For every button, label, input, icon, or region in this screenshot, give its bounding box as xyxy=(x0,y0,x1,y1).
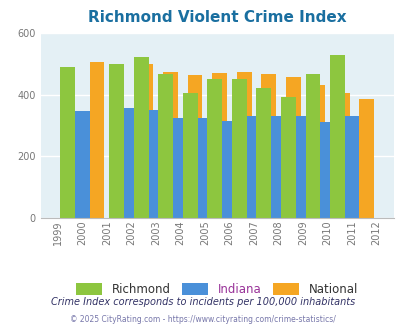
Legend: Richmond, Indiana, National: Richmond, Indiana, National xyxy=(76,283,357,296)
Title: Richmond Violent Crime Index: Richmond Violent Crime Index xyxy=(87,10,346,25)
Bar xyxy=(173,118,187,218)
Bar xyxy=(134,57,148,218)
Bar xyxy=(358,99,373,218)
Bar xyxy=(124,108,139,218)
Bar xyxy=(158,74,173,218)
Bar xyxy=(75,111,90,218)
Bar xyxy=(285,77,300,218)
Bar xyxy=(231,79,246,218)
Bar xyxy=(295,116,310,218)
Bar xyxy=(60,67,75,218)
Bar xyxy=(236,72,251,218)
Bar xyxy=(310,85,324,218)
Text: Crime Index corresponds to incidents per 100,000 inhabitants: Crime Index corresponds to incidents per… xyxy=(51,297,354,307)
Bar xyxy=(320,122,334,218)
Bar xyxy=(261,74,275,218)
Bar xyxy=(246,116,261,218)
Bar xyxy=(90,62,104,218)
Bar xyxy=(222,121,236,218)
Bar xyxy=(163,72,177,218)
Bar xyxy=(305,74,320,218)
Bar xyxy=(187,75,202,218)
Bar xyxy=(271,116,285,218)
Bar xyxy=(207,79,222,218)
Bar xyxy=(148,110,163,218)
Bar xyxy=(212,73,226,218)
Bar xyxy=(197,118,212,218)
Bar xyxy=(334,93,349,218)
Text: © 2025 CityRating.com - https://www.cityrating.com/crime-statistics/: © 2025 CityRating.com - https://www.city… xyxy=(70,315,335,324)
Bar xyxy=(344,116,358,218)
Bar xyxy=(109,64,124,218)
Bar xyxy=(256,88,271,218)
Bar xyxy=(182,93,197,218)
Bar xyxy=(139,64,153,218)
Bar xyxy=(329,55,344,218)
Bar xyxy=(280,97,295,218)
